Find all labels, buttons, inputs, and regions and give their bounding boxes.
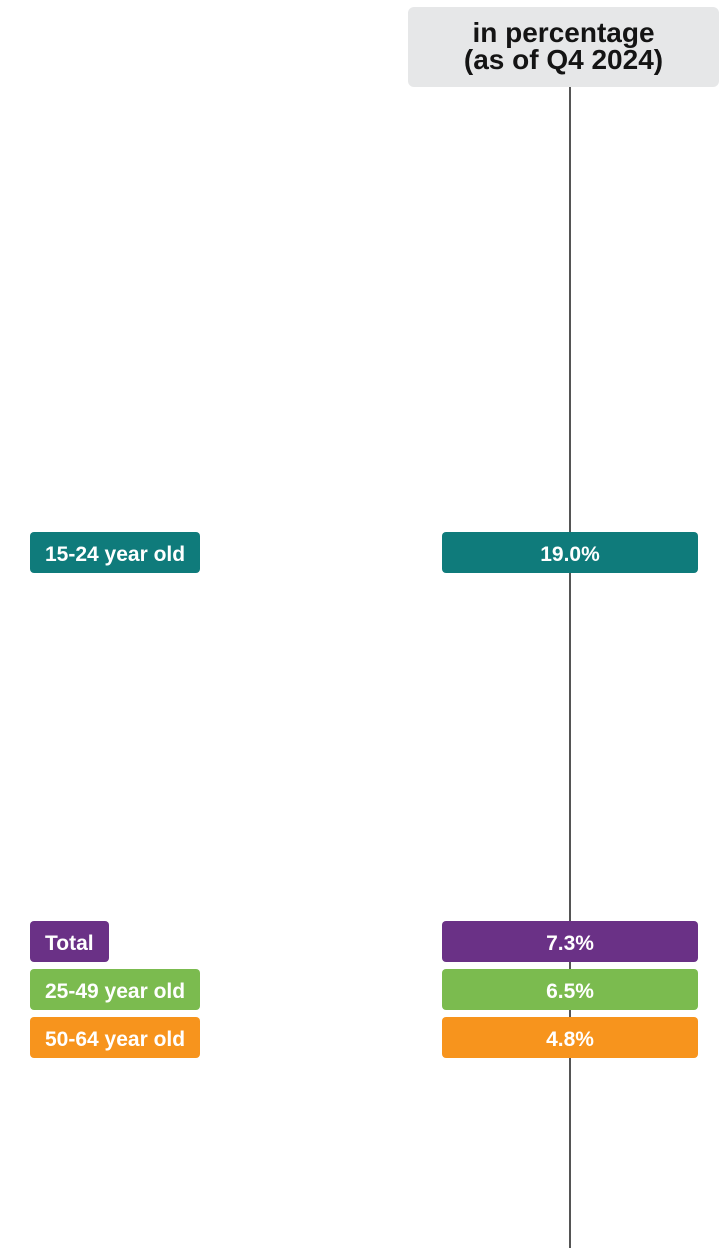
- value-pill: [442, 921, 698, 962]
- category-label: 15-24 year old: [45, 543, 185, 566]
- category-pill: [30, 969, 200, 1010]
- category-pill: [30, 921, 109, 962]
- category-pill: [30, 532, 200, 573]
- chart-marks: 15-24 year old 19.0% Total 7.3% 25-49 year o…: [30, 532, 698, 1058]
- value-label: 6.5%: [546, 980, 594, 1003]
- category-label: 50-64 year old: [45, 1028, 185, 1051]
- header-line-2: (as of Q4 2024): [463, 44, 664, 75]
- value-label: 19.0%: [540, 543, 600, 566]
- value-pill: [442, 969, 698, 1010]
- value-pill: [442, 1017, 698, 1058]
- category-label: 25-49 year old: [45, 980, 185, 1003]
- category-label: Total: [45, 932, 94, 955]
- column-header: in percentage (as of Q4 2024): [408, 7, 719, 87]
- header-line-1: in percentage: [472, 17, 655, 48]
- value-label: 7.3%: [546, 932, 594, 955]
- category-pill: [30, 1017, 200, 1058]
- value-label: 4.8%: [546, 1028, 594, 1051]
- value-pill: [442, 532, 698, 573]
